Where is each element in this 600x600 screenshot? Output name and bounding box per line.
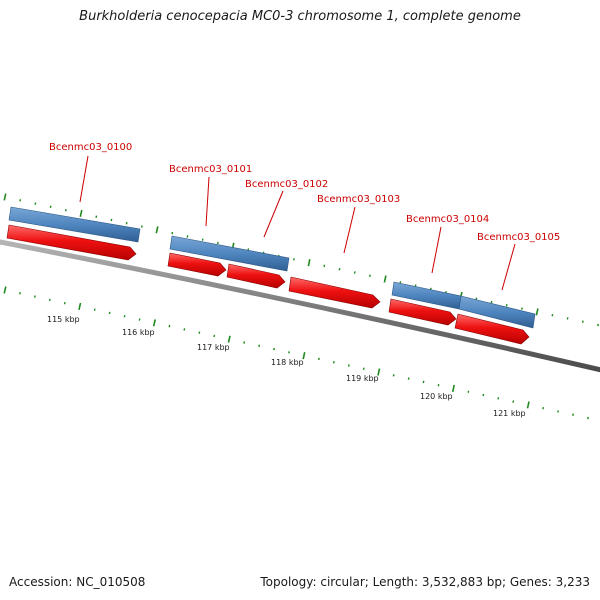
minor-tick bbox=[216, 241, 219, 245]
minor-tick bbox=[125, 222, 128, 225]
scale-label: 121 kbp bbox=[493, 409, 526, 418]
minor-tick bbox=[273, 347, 275, 351]
label-leader-line bbox=[343, 206, 356, 254]
minor-tick bbox=[369, 274, 371, 277]
cds-arrow[interactable] bbox=[288, 276, 381, 309]
scale-label: 116 kbp bbox=[122, 328, 155, 337]
minor-tick bbox=[108, 311, 111, 315]
minor-tick bbox=[505, 304, 508, 307]
minor-tick bbox=[392, 374, 395, 377]
gene-track bbox=[8, 206, 536, 329]
minor-tick bbox=[407, 377, 410, 380]
cds-arrow[interactable] bbox=[388, 298, 457, 326]
scale-label: 115 kbp bbox=[47, 315, 80, 324]
minor-tick bbox=[258, 344, 261, 348]
minor-tick bbox=[186, 235, 189, 238]
label-leader-line bbox=[431, 226, 442, 274]
scale-tick-ring bbox=[3, 286, 589, 420]
minor-tick bbox=[521, 307, 523, 310]
major-tick bbox=[526, 401, 530, 409]
minor-tick bbox=[318, 357, 320, 361]
minor-tick bbox=[482, 393, 485, 397]
scale-labels: 115 kbp 116 kbp 117 kbp 118 kbp 119 kbp … bbox=[47, 315, 526, 418]
cds-arrow[interactable] bbox=[454, 313, 530, 345]
minor-tick bbox=[168, 324, 171, 328]
minor-tick bbox=[183, 328, 186, 331]
upper-tick-ring bbox=[3, 193, 599, 327]
major-tick bbox=[451, 384, 455, 393]
accession-text: Accession: NC_010508 bbox=[9, 575, 146, 589]
label-leader-line bbox=[205, 176, 210, 227]
major-tick bbox=[307, 259, 311, 267]
gene-feature[interactable] bbox=[458, 295, 536, 329]
major-tick bbox=[155, 226, 159, 234]
minor-tick bbox=[213, 334, 216, 338]
minor-tick bbox=[110, 218, 113, 222]
minor-tick bbox=[201, 238, 204, 241]
minor-tick bbox=[353, 271, 356, 274]
major-tick bbox=[78, 302, 82, 310]
gene-label[interactable]: Bcenmc03_0100 bbox=[49, 142, 132, 153]
minor-tick bbox=[347, 364, 350, 367]
gene-label[interactable]: Bcenmc03_0104 bbox=[406, 214, 489, 225]
minor-tick bbox=[572, 413, 574, 416]
major-tick bbox=[3, 193, 7, 201]
gene-feature[interactable] bbox=[169, 235, 290, 272]
gene-label[interactable]: Bcenmc03_0103 bbox=[317, 194, 400, 205]
scale-label: 118 kbp bbox=[271, 358, 304, 367]
major-tick bbox=[302, 352, 306, 360]
cds-arrow[interactable] bbox=[167, 252, 227, 277]
major-tick bbox=[79, 209, 83, 217]
minor-tick bbox=[288, 351, 290, 354]
minor-tick bbox=[95, 215, 98, 218]
major-tick bbox=[152, 319, 156, 327]
major-tick bbox=[227, 335, 231, 343]
cds-arrow[interactable] bbox=[6, 224, 137, 261]
minor-tick bbox=[512, 400, 515, 403]
gene-labels: Bcenmc03_0100 Bcenmc03_0101 Bcenmc03_010… bbox=[49, 142, 560, 291]
minor-tick bbox=[64, 208, 67, 212]
gene-label[interactable]: Bcenmc03_0101 bbox=[169, 164, 252, 175]
chromosome-backbone bbox=[0, 239, 600, 373]
cds-track bbox=[6, 224, 530, 345]
minor-tick bbox=[19, 292, 21, 295]
label-leader-line bbox=[79, 155, 89, 203]
minor-tick bbox=[490, 300, 493, 304]
minor-tick bbox=[138, 318, 141, 321]
major-tick bbox=[383, 275, 387, 283]
label-leader-line bbox=[263, 190, 284, 238]
label-leader-line bbox=[501, 243, 516, 291]
minor-tick bbox=[422, 380, 425, 384]
major-tick bbox=[3, 286, 7, 294]
minor-tick bbox=[140, 225, 143, 228]
genome-summary-text: Topology: circular; Length: 3,532,883 bp… bbox=[260, 575, 590, 589]
gene-feature[interactable] bbox=[8, 206, 141, 243]
minor-tick bbox=[198, 331, 201, 334]
scale-label: 120 kbp bbox=[420, 392, 453, 401]
minor-tick bbox=[243, 341, 246, 344]
minor-tick bbox=[48, 298, 51, 302]
minor-tick bbox=[171, 231, 174, 235]
major-tick bbox=[535, 308, 539, 316]
cds-arrow[interactable] bbox=[226, 263, 286, 289]
minor-tick bbox=[542, 406, 545, 410]
map-title: Burkholderia cenocepacia MC0-3 chromosom… bbox=[79, 9, 521, 24]
scale-label: 119 kbp bbox=[346, 374, 379, 383]
gene-label[interactable]: Bcenmc03_0102 bbox=[245, 179, 328, 190]
scale-label: 117 kbp bbox=[197, 343, 230, 352]
minor-tick bbox=[362, 367, 365, 370]
gene-label[interactable]: Bcenmc03_0105 bbox=[477, 232, 560, 243]
major-tick bbox=[377, 368, 381, 376]
minor-tick bbox=[332, 360, 335, 364]
